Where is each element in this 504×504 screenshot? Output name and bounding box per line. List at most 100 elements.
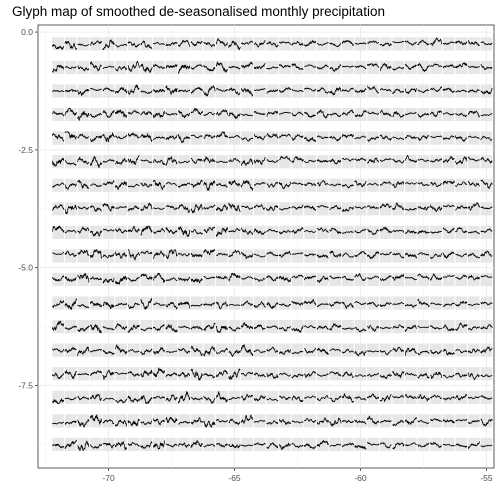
glyph-series-line bbox=[89, 135, 103, 143]
glyph-series-line bbox=[77, 88, 90, 96]
glyph-series-line bbox=[480, 206, 493, 210]
glyph-series-line bbox=[77, 325, 90, 332]
glyph-series-line bbox=[228, 418, 241, 426]
glyph-series-line bbox=[64, 204, 77, 215]
glyph-background bbox=[304, 155, 316, 169]
glyph-series-line bbox=[467, 419, 480, 424]
glyph-series-line bbox=[404, 155, 418, 163]
glyph-series-line bbox=[341, 134, 355, 139]
glyph-background bbox=[102, 367, 115, 381]
glyph-background bbox=[203, 107, 216, 122]
glyph-series-line bbox=[291, 395, 304, 403]
glyph-series-line bbox=[467, 65, 480, 69]
glyph-background bbox=[468, 107, 480, 122]
glyph-series-line bbox=[404, 347, 418, 356]
glyph-background bbox=[77, 84, 90, 98]
glyph-series-line bbox=[228, 65, 241, 70]
glyph-series-line bbox=[190, 204, 203, 214]
glyph-series-line bbox=[77, 440, 90, 452]
glyph-series-line bbox=[253, 419, 266, 423]
glyph-series-line bbox=[354, 273, 367, 282]
glyph-series-line bbox=[467, 252, 480, 259]
glyph-background bbox=[342, 107, 354, 122]
glyph-background bbox=[442, 107, 455, 122]
glyph-series-line bbox=[455, 89, 468, 93]
glyph-series-line bbox=[51, 157, 65, 167]
glyph-background bbox=[480, 155, 493, 169]
glyph-series-line bbox=[127, 395, 140, 403]
glyph-background bbox=[367, 367, 379, 381]
glyph-series-line bbox=[140, 40, 153, 50]
glyph-series-line bbox=[89, 87, 102, 92]
glyph-series-line bbox=[341, 393, 355, 403]
glyph-background bbox=[291, 107, 304, 122]
glyph-background bbox=[405, 320, 417, 334]
glyph-series-line bbox=[329, 301, 342, 307]
glyph-series-line bbox=[52, 372, 65, 380]
glyph-background bbox=[367, 84, 379, 98]
glyph-series-line bbox=[64, 250, 77, 258]
glyph-background bbox=[430, 37, 442, 51]
glyph-background bbox=[52, 60, 64, 75]
glyph-series-line bbox=[303, 395, 317, 399]
glyph-series-line bbox=[228, 112, 241, 120]
glyph-background bbox=[115, 60, 127, 75]
glyph-series-line bbox=[341, 348, 355, 354]
glyph-background bbox=[52, 225, 64, 239]
glyph-series-line bbox=[442, 87, 455, 93]
glyph-series-line bbox=[203, 111, 216, 117]
glyph-series-line bbox=[480, 41, 493, 46]
glyph-background bbox=[241, 131, 253, 145]
glyph-series-line bbox=[178, 325, 191, 329]
glyph-background bbox=[102, 155, 115, 169]
glyph-background bbox=[90, 107, 102, 122]
glyph-series-line bbox=[90, 444, 103, 449]
glyph-series-line bbox=[417, 350, 430, 356]
glyph-series-line bbox=[253, 157, 266, 166]
glyph-series-line bbox=[115, 134, 128, 140]
glyph-series-line bbox=[278, 87, 292, 94]
glyph-series-line bbox=[455, 40, 468, 46]
glyph-background bbox=[102, 178, 115, 192]
glyph-series-line bbox=[77, 110, 90, 121]
glyph-series-line bbox=[266, 66, 279, 70]
glyph-background bbox=[253, 131, 266, 145]
glyph-background bbox=[90, 249, 102, 263]
glyph-background bbox=[115, 37, 127, 51]
glyph-series-line bbox=[178, 160, 191, 164]
glyph-series-line bbox=[114, 275, 128, 285]
glyph-series-line bbox=[329, 443, 342, 447]
glyph-background bbox=[379, 320, 392, 334]
glyph-series-line bbox=[240, 371, 254, 377]
glyph-background bbox=[379, 367, 392, 381]
glyph-background bbox=[77, 272, 90, 287]
glyph-background bbox=[291, 155, 304, 169]
glyph-series-line bbox=[417, 39, 430, 46]
glyph-series-line bbox=[316, 395, 329, 401]
glyph-background bbox=[442, 202, 455, 216]
glyph-background bbox=[165, 437, 178, 452]
glyph-series-line bbox=[152, 64, 165, 70]
glyph-background bbox=[241, 437, 253, 452]
glyph-background bbox=[127, 343, 140, 357]
glyph-background bbox=[140, 131, 153, 145]
glyph-series-line bbox=[127, 418, 140, 427]
glyph-background bbox=[291, 178, 304, 192]
glyph-series-line bbox=[467, 89, 480, 93]
glyph-series-line bbox=[480, 179, 493, 189]
glyph-series-line bbox=[303, 299, 317, 306]
glyph-series-line bbox=[341, 419, 354, 424]
glyph-background bbox=[279, 225, 291, 239]
glyph-series-line bbox=[215, 391, 229, 403]
glyph-series-line bbox=[64, 159, 77, 166]
glyph-series-line bbox=[140, 111, 153, 116]
glyph-series-line bbox=[165, 249, 178, 260]
glyph-background bbox=[178, 414, 190, 428]
glyph-series-line bbox=[455, 322, 468, 331]
glyph-series-line bbox=[165, 134, 178, 140]
glyph-series-line bbox=[354, 374, 367, 377]
glyph-series-line bbox=[316, 204, 329, 208]
glyph-background bbox=[455, 249, 468, 263]
glyph-background bbox=[102, 37, 115, 51]
glyph-series-line bbox=[329, 323, 342, 331]
